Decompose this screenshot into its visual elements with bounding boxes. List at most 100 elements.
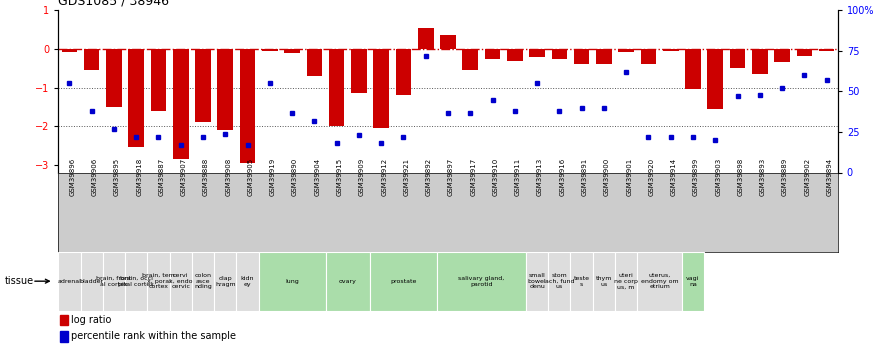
Text: GSM39904: GSM39904 xyxy=(314,157,321,196)
Bar xyxy=(396,49,411,95)
Bar xyxy=(103,252,125,310)
Text: brain, tem
x, poral
cortex: brain, tem x, poral cortex xyxy=(142,273,175,289)
Bar xyxy=(195,49,211,122)
Text: GSM39899: GSM39899 xyxy=(693,157,699,196)
Bar xyxy=(571,252,593,310)
Text: salivary gland,
parotid: salivary gland, parotid xyxy=(458,276,504,287)
Text: percentile rank within the sample: percentile rank within the sample xyxy=(71,332,237,341)
Text: GSM39921: GSM39921 xyxy=(403,157,409,196)
Bar xyxy=(593,252,615,310)
Text: colon
asce
nding: colon asce nding xyxy=(194,273,211,289)
Text: small
bowel
denu: small bowel denu xyxy=(528,273,547,289)
Text: adrenal: adrenal xyxy=(57,279,82,284)
Bar xyxy=(173,49,188,159)
Text: diap
hragm: diap hragm xyxy=(215,276,236,287)
Bar xyxy=(708,49,723,109)
Text: GSM39907: GSM39907 xyxy=(181,157,186,196)
Bar xyxy=(774,49,790,62)
Text: bladder: bladder xyxy=(80,279,104,284)
Text: GSM39900: GSM39900 xyxy=(604,157,610,196)
Bar xyxy=(663,49,678,51)
Bar xyxy=(374,49,389,128)
Text: GSM39897: GSM39897 xyxy=(448,157,454,196)
Text: uterus,
endomy om
etrium: uterus, endomy om etrium xyxy=(641,273,678,289)
Bar xyxy=(685,49,701,89)
Bar xyxy=(169,252,192,310)
Bar xyxy=(60,331,67,342)
Bar xyxy=(729,49,745,68)
Text: GSM39893: GSM39893 xyxy=(760,157,766,196)
Text: GSM39896: GSM39896 xyxy=(69,157,75,196)
Text: GSM39903: GSM39903 xyxy=(715,157,721,196)
Text: GSM39912: GSM39912 xyxy=(381,157,387,196)
Bar xyxy=(507,49,522,60)
Text: ovary: ovary xyxy=(339,279,357,284)
Bar xyxy=(440,36,456,49)
Text: prostate: prostate xyxy=(391,279,417,284)
Bar xyxy=(548,252,571,310)
Bar xyxy=(192,252,214,310)
Bar xyxy=(797,49,812,56)
Text: GSM39902: GSM39902 xyxy=(805,157,810,196)
Text: GSM39888: GSM39888 xyxy=(203,157,209,196)
Bar xyxy=(306,49,323,76)
Bar xyxy=(573,49,590,63)
Text: GSM39892: GSM39892 xyxy=(426,157,432,196)
Bar xyxy=(418,28,434,49)
Bar xyxy=(128,49,144,147)
Text: lung: lung xyxy=(285,279,299,284)
Text: stom
ach, fund
us: stom ach, fund us xyxy=(545,273,574,289)
Text: GSM39906: GSM39906 xyxy=(91,157,98,196)
Text: vagi
na: vagi na xyxy=(686,276,700,287)
Text: log ratio: log ratio xyxy=(71,315,111,325)
Bar xyxy=(641,49,656,63)
Bar xyxy=(259,252,325,310)
Text: GDS1085 / 38946: GDS1085 / 38946 xyxy=(58,0,169,8)
Bar xyxy=(84,49,99,70)
Bar xyxy=(351,49,366,93)
Bar xyxy=(325,252,370,310)
Text: brain, occi
pital cortex: brain, occi pital cortex xyxy=(118,276,154,287)
Bar xyxy=(485,49,500,59)
Bar xyxy=(106,49,122,107)
Text: GSM39916: GSM39916 xyxy=(559,157,565,196)
Bar xyxy=(530,49,545,57)
Bar xyxy=(151,49,167,111)
Text: GSM39917: GSM39917 xyxy=(470,157,477,196)
Text: GSM39901: GSM39901 xyxy=(626,157,633,196)
Bar xyxy=(58,252,81,310)
Bar xyxy=(752,49,768,74)
Bar xyxy=(596,49,612,63)
Text: GSM39920: GSM39920 xyxy=(649,157,654,196)
Text: GSM39898: GSM39898 xyxy=(737,157,744,196)
Bar xyxy=(526,252,548,310)
Text: GSM39905: GSM39905 xyxy=(247,157,254,196)
Bar xyxy=(462,49,478,70)
Bar xyxy=(62,49,77,52)
Text: GSM39908: GSM39908 xyxy=(225,157,231,196)
Bar xyxy=(437,252,526,310)
Bar xyxy=(147,252,169,310)
Text: brain, front
al cortex: brain, front al cortex xyxy=(96,276,132,287)
Bar xyxy=(240,49,255,163)
Bar xyxy=(819,49,834,51)
Text: teste
s: teste s xyxy=(573,276,590,287)
Text: GSM39889: GSM39889 xyxy=(782,157,788,196)
Text: GSM39887: GSM39887 xyxy=(159,157,165,196)
Bar xyxy=(370,252,437,310)
Bar xyxy=(214,252,237,310)
Text: GSM39914: GSM39914 xyxy=(671,157,676,196)
Bar xyxy=(682,252,704,310)
Bar xyxy=(81,252,103,310)
Text: GSM39894: GSM39894 xyxy=(827,157,832,196)
Bar xyxy=(618,49,634,52)
Text: GSM39911: GSM39911 xyxy=(515,157,521,196)
Bar xyxy=(637,252,682,310)
Text: GSM39918: GSM39918 xyxy=(136,157,142,196)
Text: GSM39910: GSM39910 xyxy=(493,157,498,196)
Text: GSM39909: GSM39909 xyxy=(359,157,365,196)
Text: GSM39915: GSM39915 xyxy=(337,157,342,196)
Text: uteri
ne corp
us, m: uteri ne corp us, m xyxy=(615,273,638,289)
Bar xyxy=(329,49,344,126)
Bar xyxy=(237,252,259,310)
